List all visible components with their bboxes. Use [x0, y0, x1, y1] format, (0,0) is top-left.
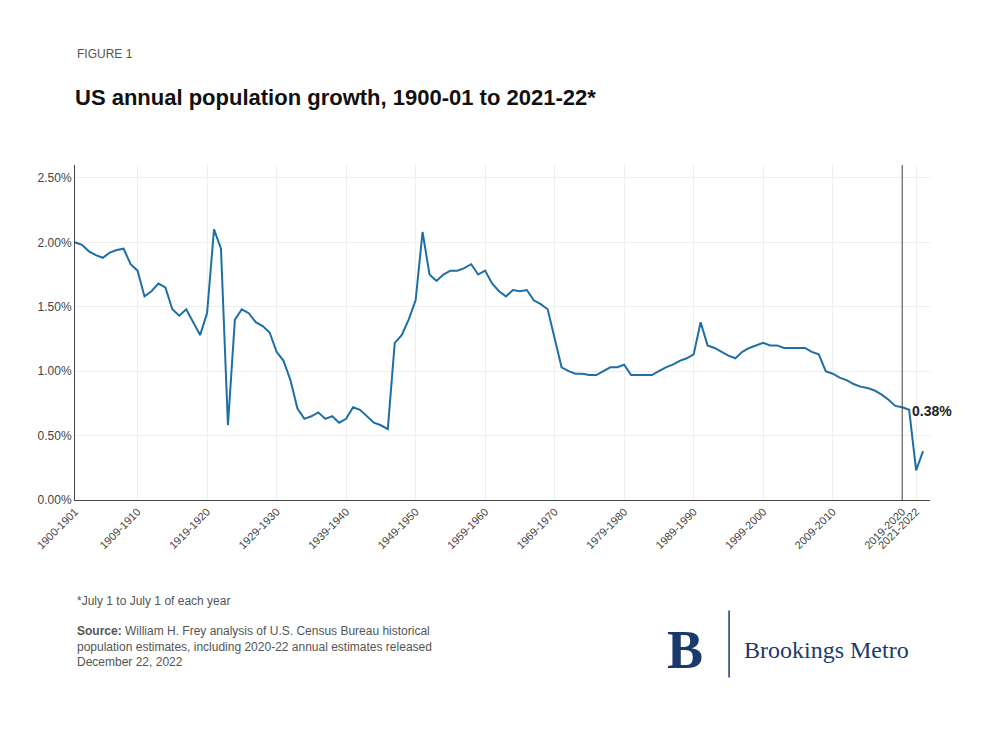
svg-text:1939-1940: 1939-1940: [306, 506, 352, 552]
svg-text:1979-1980: 1979-1980: [584, 506, 630, 552]
svg-text:2019-2020: 2019-2020: [862, 506, 908, 552]
svg-text:1969-1970: 1969-1970: [514, 506, 560, 552]
svg-text:1929-1930: 1929-1930: [236, 506, 282, 552]
svg-text:1919-1920: 1919-1920: [167, 506, 213, 552]
svg-text:*July 1 to July 1 of each year: *July 1 to July 1 of each year: [77, 594, 230, 608]
svg-text:0.50%: 0.50%: [38, 429, 72, 443]
svg-text:1.00%: 1.00%: [38, 364, 72, 378]
svg-text:2009-2010: 2009-2010: [792, 506, 838, 552]
svg-text:1909-1910: 1909-1910: [97, 506, 143, 552]
svg-text:2.00%: 2.00%: [38, 236, 72, 250]
svg-text:B: B: [667, 620, 703, 680]
svg-text:FIGURE 1: FIGURE 1: [77, 47, 133, 61]
svg-text:Source: William H. Frey analys: Source: William H. Frey analysis of U.S.…: [77, 624, 432, 669]
svg-text:1999-2000: 1999-2000: [723, 506, 769, 552]
svg-text:2.50%: 2.50%: [38, 171, 72, 185]
svg-text:1949-1950: 1949-1950: [375, 506, 421, 552]
svg-text:0.38%: 0.38%: [912, 403, 952, 419]
svg-text:2021-2022: 2021-2022: [876, 506, 922, 552]
svg-text:1959-1960: 1959-1960: [445, 506, 491, 552]
svg-text:1900-1901: 1900-1901: [35, 506, 81, 552]
svg-text:1989-1990: 1989-1990: [653, 506, 699, 552]
svg-text:US annual population growth, 1: US annual population growth, 1900-01 to …: [75, 85, 596, 110]
svg-text:0.00%: 0.00%: [38, 493, 72, 507]
svg-text:1.50%: 1.50%: [38, 300, 72, 314]
svg-text:Brookings Metro: Brookings Metro: [744, 637, 909, 663]
